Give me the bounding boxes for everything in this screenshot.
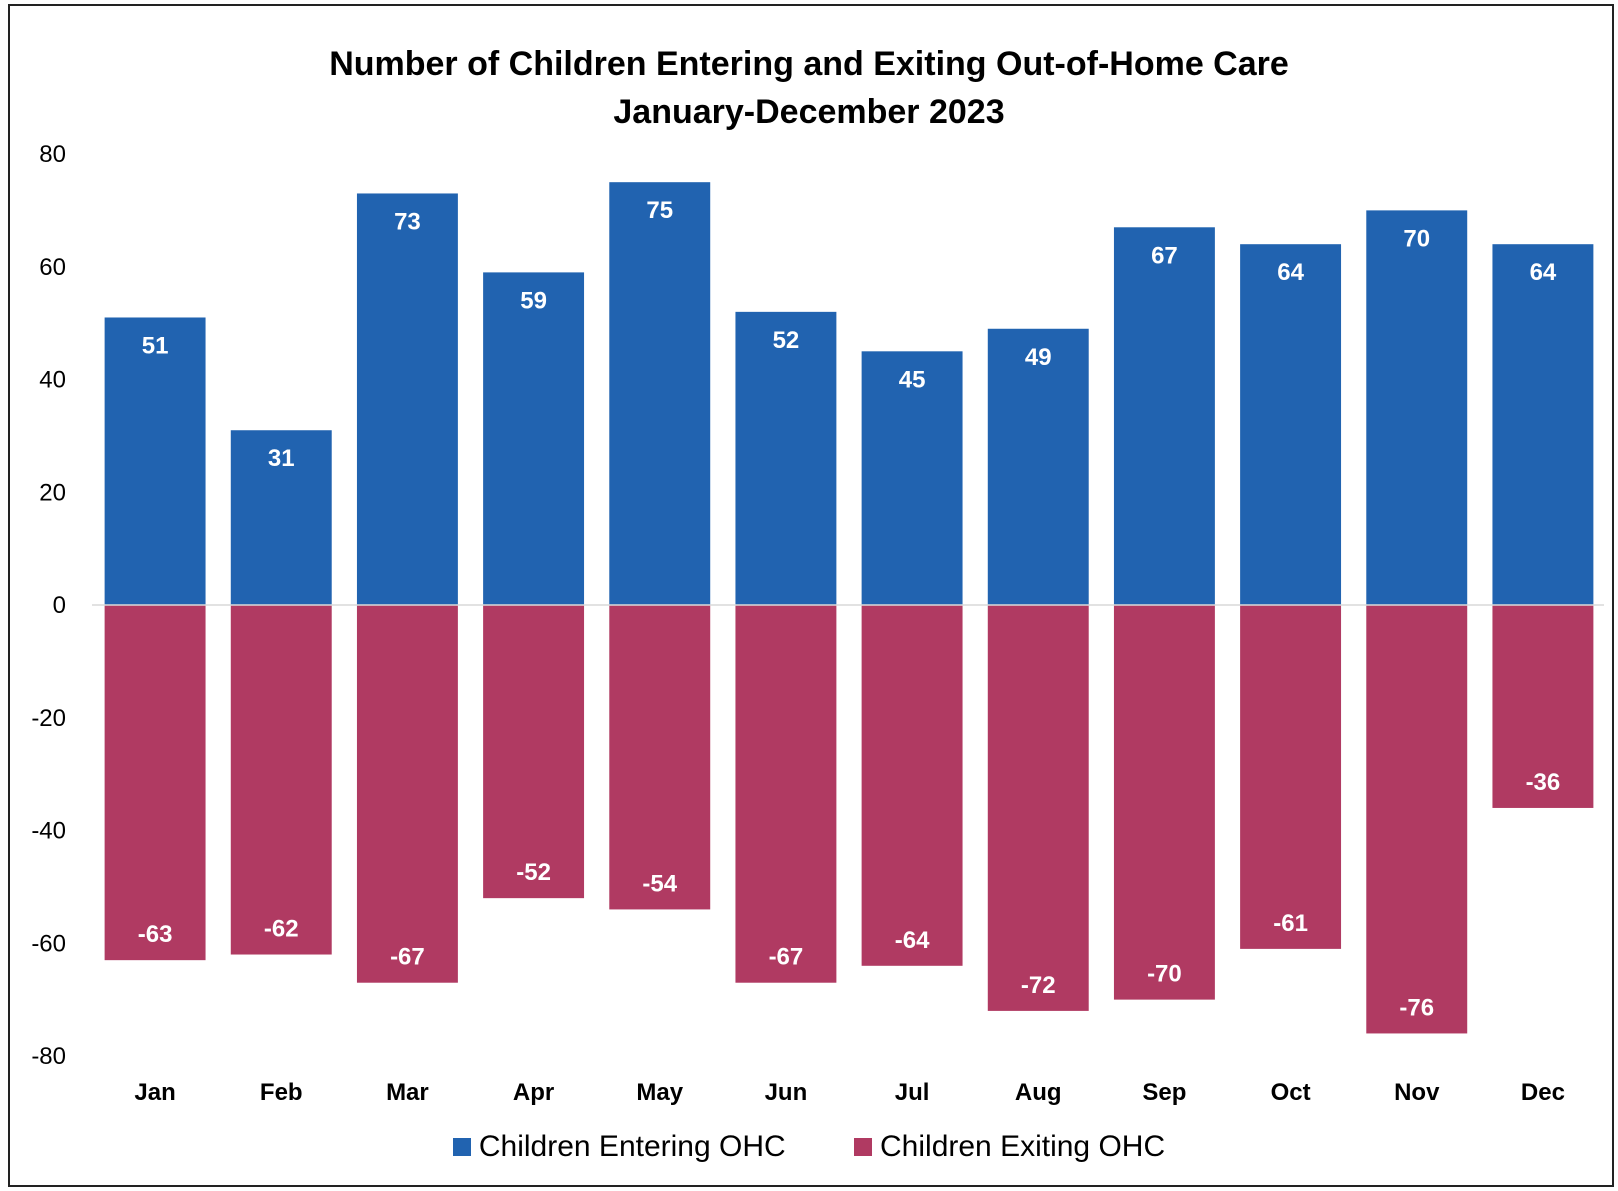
data-label: -54 bbox=[642, 870, 677, 897]
data-label: -64 bbox=[895, 927, 930, 954]
bar-entering-may bbox=[609, 182, 711, 605]
y-tick-label: -80 bbox=[31, 1043, 66, 1070]
legend-label-exiting: Children Exiting OHC bbox=[880, 1130, 1166, 1163]
data-label: -67 bbox=[390, 944, 425, 971]
bar-exiting-jan bbox=[104, 605, 206, 961]
data-label: 45 bbox=[899, 366, 926, 393]
bar-entering-jul bbox=[861, 351, 963, 605]
bar-entering-jan bbox=[104, 317, 206, 605]
x-tick-label: Sep bbox=[1142, 1079, 1186, 1106]
data-label: -61 bbox=[1273, 910, 1308, 937]
y-tick-label: 20 bbox=[39, 479, 66, 506]
data-label: 73 bbox=[394, 208, 421, 235]
bar-entering-dec bbox=[1492, 244, 1594, 605]
bar-entering-nov bbox=[1366, 210, 1468, 605]
data-label: 70 bbox=[1403, 225, 1430, 252]
bar-entering-feb bbox=[230, 430, 332, 605]
y-tick-label: -60 bbox=[31, 930, 66, 957]
bar-exiting-aug bbox=[987, 605, 1089, 1011]
bar-exiting-nov bbox=[1366, 605, 1468, 1034]
bar-exiting-mar bbox=[356, 605, 458, 983]
data-label: -36 bbox=[1526, 769, 1561, 796]
x-tick-label: Jun bbox=[765, 1079, 808, 1106]
data-label: 64 bbox=[1530, 259, 1557, 286]
x-tick-label: Mar bbox=[386, 1079, 429, 1106]
data-label: 64 bbox=[1277, 259, 1304, 286]
data-label: -63 bbox=[138, 921, 173, 948]
data-label: 31 bbox=[268, 445, 295, 472]
legend-item-exiting: Children Exiting OHC bbox=[854, 1130, 1165, 1164]
x-tick-label: Oct bbox=[1271, 1079, 1311, 1106]
bar-entering-apr bbox=[483, 272, 585, 605]
data-label: -62 bbox=[264, 916, 299, 943]
x-tick-label: May bbox=[636, 1079, 683, 1106]
data-label: -70 bbox=[1147, 961, 1182, 988]
legend-label-entering: Children Entering OHC bbox=[478, 1130, 786, 1163]
y-tick-label: -40 bbox=[31, 818, 66, 845]
bar-exiting-jul bbox=[861, 605, 963, 966]
bar-exiting-feb bbox=[230, 605, 332, 955]
x-tick-label: Jan bbox=[134, 1079, 175, 1106]
bar-entering-oct bbox=[1240, 244, 1342, 605]
bar-exiting-jun bbox=[735, 605, 837, 983]
bar-exiting-may bbox=[609, 605, 711, 910]
bar-entering-sep bbox=[1113, 227, 1215, 605]
data-label: 67 bbox=[1151, 242, 1178, 269]
y-tick-label: 60 bbox=[39, 254, 66, 281]
chart-title: Number of Children Entering and Exiting … bbox=[329, 45, 1289, 83]
data-label: 49 bbox=[1025, 344, 1052, 371]
y-tick-label: -20 bbox=[31, 705, 66, 732]
data-label: 51 bbox=[142, 332, 169, 359]
legend-swatch-exiting bbox=[854, 1138, 873, 1156]
bar-entering-jun bbox=[735, 311, 837, 605]
bar-exiting-dec bbox=[1492, 605, 1594, 808]
bar-entering-aug bbox=[987, 328, 1089, 605]
data-label: -67 bbox=[769, 944, 804, 971]
bar-exiting-apr bbox=[483, 605, 585, 899]
bar-exiting-oct bbox=[1240, 605, 1342, 949]
chart-subtitle: January-December 2023 bbox=[613, 93, 1005, 131]
bar-exiting-sep bbox=[1113, 605, 1215, 1000]
x-tick-label: Aug bbox=[1015, 1079, 1062, 1106]
legend-swatch-entering bbox=[452, 1138, 471, 1156]
data-label: 52 bbox=[773, 327, 800, 354]
x-tick-label: Jul bbox=[895, 1079, 930, 1106]
x-tick-label: Apr bbox=[513, 1079, 554, 1106]
x-tick-label: Nov bbox=[1394, 1079, 1440, 1106]
x-tick-label: Feb bbox=[260, 1079, 303, 1106]
data-label: -52 bbox=[516, 859, 551, 886]
data-label: -76 bbox=[1399, 994, 1434, 1021]
legend-item-entering: Children Entering OHC bbox=[452, 1130, 786, 1164]
legend: Children Entering OHC Children Exiting O… bbox=[0, 1130, 1618, 1164]
y-tick-label: 80 bbox=[39, 141, 66, 168]
data-label: -72 bbox=[1021, 972, 1056, 999]
chart-title-block: Number of Children Entering and Exiting … bbox=[0, 40, 1618, 136]
data-label: 59 bbox=[520, 287, 547, 314]
y-tick-label: 0 bbox=[53, 592, 66, 619]
data-label: 75 bbox=[646, 197, 673, 224]
y-tick-label: 40 bbox=[39, 367, 66, 394]
x-tick-label: Dec bbox=[1521, 1079, 1565, 1106]
bar-entering-mar bbox=[356, 193, 458, 605]
